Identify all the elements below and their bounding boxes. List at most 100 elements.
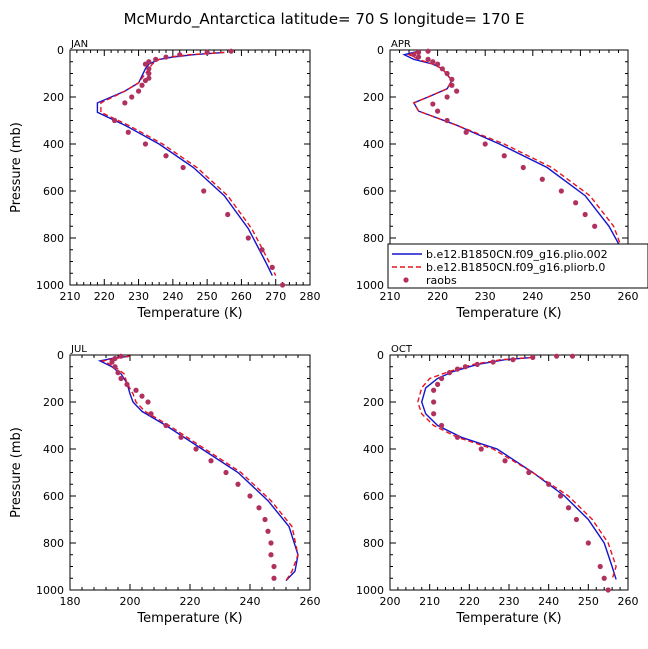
raobs-point: [262, 516, 268, 523]
raobs-point: [256, 505, 262, 511]
raobs-point: [592, 223, 598, 229]
x-tick-label: 250: [197, 290, 218, 303]
x-tick-label: 260: [618, 290, 639, 303]
raobs-point: [444, 117, 450, 124]
raobs-point: [411, 52, 417, 58]
raobs-point: [153, 56, 159, 63]
raobs-point: [446, 370, 453, 376]
raobs-point: [118, 375, 124, 382]
x-tick-label: 230: [475, 290, 496, 303]
raobs-point: [462, 364, 468, 370]
raobs-point: [163, 54, 169, 60]
plio-line: [97, 355, 299, 582]
raobs-point: [122, 100, 128, 106]
raobs-point: [573, 200, 579, 206]
raobs-point: [530, 354, 536, 360]
raobs-point: [502, 458, 508, 464]
raobs-point: [425, 56, 431, 63]
raobs-point: [109, 359, 115, 365]
raobs-point: [139, 393, 145, 399]
y-tick-label: 400: [43, 138, 64, 151]
raobs-point: [435, 61, 441, 67]
x-tick-label: 200: [120, 595, 141, 608]
y-tick-label: 600: [363, 490, 384, 503]
raobs-point: [449, 76, 455, 82]
raobs-point: [425, 48, 431, 54]
raobs-point: [444, 94, 450, 100]
x-tick-label: 210: [380, 290, 401, 303]
raobs-point: [148, 411, 154, 417]
raobs-point: [449, 82, 455, 88]
raobs-point: [520, 164, 526, 171]
raobs-point: [129, 94, 135, 100]
x-tick-label: 260: [618, 595, 639, 608]
raobs-point: [565, 505, 572, 511]
raobs-point: [431, 399, 437, 405]
x-tick-label: 240: [240, 595, 261, 608]
pliorb-line: [407, 50, 624, 276]
y-tick-label: 800: [43, 537, 64, 550]
raobs-point: [438, 375, 445, 382]
x-axis-label: Temperature (K): [455, 611, 561, 626]
x-tick-label: 220: [94, 290, 115, 303]
raobs-point: [510, 357, 516, 363]
raobs-point: [163, 153, 169, 159]
raobs-point: [478, 446, 484, 452]
y-tick-label: 400: [363, 138, 384, 151]
y-tick-label: 1000: [36, 279, 64, 292]
raobs-point: [204, 49, 210, 55]
y-tick-label: 800: [363, 232, 384, 245]
plio-line: [402, 50, 624, 276]
legend-box: [387, 243, 648, 289]
raobs-point: [573, 516, 580, 523]
panel-label: JAN: [70, 39, 88, 50]
y-tick-label: 0: [377, 349, 384, 362]
raobs-point: [208, 458, 214, 464]
pliorb-line: [100, 51, 277, 276]
raobs-point: [482, 141, 488, 147]
raobs-point: [235, 481, 241, 487]
pliorb-line: [100, 355, 299, 581]
raobs-point: [111, 117, 118, 124]
y-tick-label: 800: [43, 232, 64, 245]
x-tick-label: 230: [128, 290, 149, 303]
x-tick-label: 260: [231, 290, 252, 303]
raobs-point: [178, 434, 184, 440]
x-tick-label: 280: [300, 290, 321, 303]
x-tick-label: 240: [538, 595, 559, 608]
x-tick-label: 270: [265, 290, 286, 303]
legend-label: b.e12.B1850CN.f09_g16.plio.002: [426, 248, 608, 261]
raobs-point: [454, 88, 460, 94]
y-tick-label: 1000: [356, 584, 384, 597]
raobs-point: [526, 469, 532, 476]
y-tick-label: 600: [43, 490, 64, 503]
raobs-point: [163, 422, 169, 429]
raobs-point: [145, 399, 151, 405]
raobs-point: [444, 70, 450, 77]
raobs-point: [582, 211, 588, 218]
raobs-point: [463, 129, 469, 135]
raobs-point: [554, 353, 560, 359]
y-tick-label: 400: [363, 443, 384, 456]
x-axis-label: Temperature (K): [136, 611, 242, 626]
raobs-point: [271, 563, 277, 570]
raobs-point: [430, 101, 436, 107]
plio-line: [420, 356, 617, 580]
plot-frame: [69, 354, 311, 591]
raobs-point: [430, 59, 436, 65]
x-tick-label: 180: [60, 595, 81, 608]
x-tick-label: 240: [162, 290, 183, 303]
y-axis-label: Pressure (mb): [9, 122, 24, 213]
raobs-point: [454, 366, 461, 372]
raobs-point: [112, 355, 118, 362]
raobs-point: [431, 411, 437, 417]
raobs-point: [490, 359, 496, 365]
y-tick-label: 0: [57, 349, 64, 362]
raobs-point: [228, 48, 234, 54]
raobs-point: [125, 129, 131, 135]
x-tick-label: 220: [180, 595, 201, 608]
raobs-point: [193, 446, 199, 452]
y-tick-label: 200: [43, 91, 64, 104]
raobs-point: [435, 108, 441, 114]
